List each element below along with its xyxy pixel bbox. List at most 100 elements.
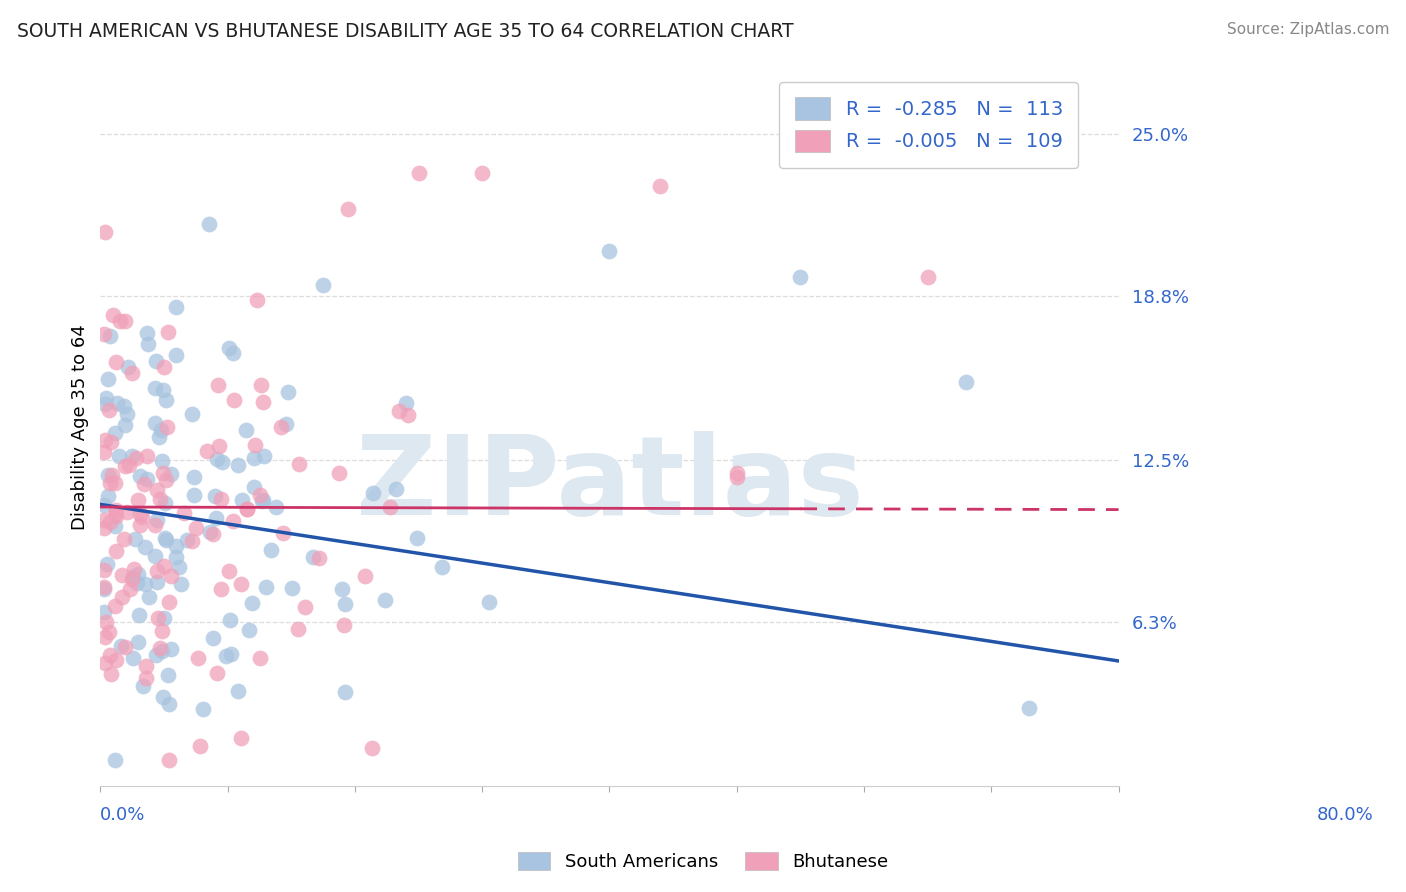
Point [146,611,169,625]
Point [125,576,148,591]
Point [105,354,128,368]
Point [124,532,146,546]
Point [384,482,406,496]
Point [277,384,299,399]
Point [112,400,135,414]
Point [165,348,187,362]
Text: 80.0%: 80.0% [1316,806,1374,824]
Point [222,346,245,360]
Point [252,395,274,409]
Point [1018,701,1040,715]
Point [93,606,115,620]
Point [361,486,384,500]
Point [725,466,748,480]
Point [725,470,748,484]
Point [132,680,155,694]
Point [157,753,180,767]
Point [229,577,252,591]
Point [155,533,177,548]
Point [311,278,333,293]
Point [301,550,323,565]
Point [93,521,115,535]
Point [211,455,233,469]
Point [105,544,128,558]
Point [122,651,145,665]
Point [273,525,295,540]
Point [134,477,156,491]
Point [94,225,117,239]
Point [122,561,145,575]
Point [98,648,121,662]
Text: 0.0%: 0.0% [100,806,146,824]
Point [134,577,156,591]
Point [236,502,259,516]
Point [135,449,157,463]
Point [333,685,356,699]
Legend: South Americans, Bhutanese: South Americans, Bhutanese [510,845,896,879]
Point [181,534,204,549]
Point [333,597,356,611]
Point [145,353,167,368]
Point [242,450,264,465]
Point [117,360,139,375]
Text: SOUTH AMERICAN VS BHUTANESE DISABILITY AGE 35 TO 64 CORRELATION CHART: SOUTH AMERICAN VS BHUTANESE DISABILITY A… [17,22,793,41]
Point [98,329,121,343]
Point [170,577,193,591]
Point [143,416,166,430]
Point [155,473,177,487]
Point [128,518,150,533]
Point [235,423,257,437]
Point [136,326,159,340]
Point [252,494,274,508]
Point [146,564,169,578]
Point [125,450,148,465]
Point [240,596,263,610]
Point [176,533,198,547]
Point [127,567,149,582]
Point [226,458,249,472]
Point [388,404,411,418]
Point [97,624,120,639]
Point [191,702,214,716]
Point [93,582,115,597]
Point [104,519,127,533]
Point [264,500,287,515]
Point [100,666,122,681]
Point [243,438,266,452]
Point [395,395,418,409]
Point [260,543,283,558]
Point [98,475,121,490]
Point [129,469,152,483]
Point [183,470,205,484]
Point [374,592,396,607]
Point [143,381,166,395]
Point [165,300,187,314]
Point [201,632,224,646]
Point [127,635,149,649]
Point [155,392,177,407]
Point [135,472,157,486]
Text: ZIPatlas: ZIPatlas [356,432,863,538]
Point [143,549,166,563]
Point [202,527,225,541]
Point [238,623,260,637]
Point [153,558,176,573]
Point [104,503,127,517]
Point [155,496,177,510]
Point [650,178,672,193]
Point [104,476,127,491]
Point [150,644,173,658]
Point [204,489,226,503]
Point [96,557,118,571]
Point [93,580,115,594]
Point [308,551,330,566]
Point [105,508,128,523]
Point [215,649,238,664]
Point [270,419,292,434]
Point [188,739,211,754]
Point [187,650,209,665]
Point [380,500,402,514]
Point [152,383,174,397]
Point [207,666,229,681]
Point [157,698,180,712]
